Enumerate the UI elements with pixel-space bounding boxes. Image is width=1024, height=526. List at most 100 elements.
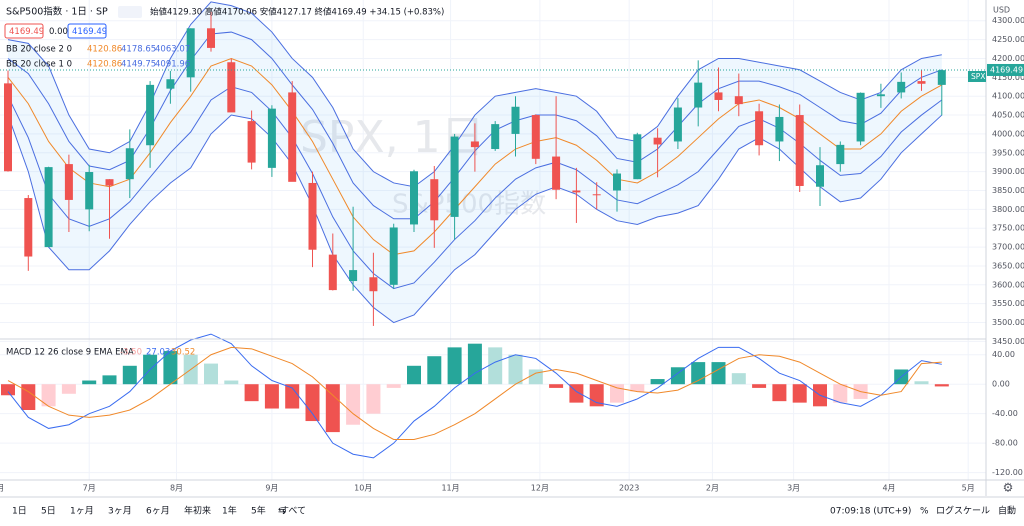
buy-box[interactable] [67,23,107,39]
candle-body [491,124,500,150]
y-tick-label: 3550.00 [992,299,1024,308]
y-tick-label: 3750.00 [992,224,1024,233]
candle-body [207,28,215,48]
symbol[interactable]: S&P500指数 · 1日 · SP [6,6,108,18]
range-button[interactable]: 1年 [222,505,237,517]
y-tick-label: 4050.00 [992,111,1024,120]
y-tick-label: 4100.00 [992,92,1024,101]
last-price-tag [987,63,1024,76]
settings-icon[interactable]: ⚙ [1003,481,1014,495]
candle-body [349,270,358,282]
range-button[interactable]: 3ヶ月 [108,506,132,517]
macd-histogram [731,373,746,385]
log-toggle[interactable]: ログスケール [936,505,990,517]
range-button[interactable]: 5日 [41,506,56,517]
candle-body [775,116,784,142]
y-tick-label: -80.00 [992,439,1018,448]
candle-body [369,277,378,292]
x-tick-label: 8月 [170,484,183,493]
macd-histogram [325,384,340,433]
range-button[interactable]: すべて [280,506,306,517]
x-tick-label: 3月 [787,484,800,493]
toolbar: 1日 5日 1ヶ月 3ヶ月 6ヶ月 年初来 1年 5年 すべて [12,505,306,517]
range-button[interactable]: 6ヶ月 [146,506,170,517]
macd-histogram [670,367,685,385]
macd-histogram [285,384,300,409]
candle-body [430,179,439,221]
range-button[interactable]: 年初来 [184,505,211,517]
candle-body [673,107,682,142]
auto-toggle[interactable]: 自動 [998,505,1016,517]
sell-box[interactable] [4,23,44,39]
candle-body [755,111,764,146]
macd-histogram [650,379,665,385]
macd-histogram [427,356,442,385]
y-tick-label: 4300.00 [992,16,1024,25]
candle-body [531,115,540,159]
candle-body [328,254,337,291]
candle-body [450,136,459,217]
bollinger-band [7,86,943,290]
x-tick-label: 4月 [882,484,895,493]
candle-body [247,121,256,163]
range-button[interactable]: 5年 [251,505,266,517]
indicator-label: BB 20 close 2 0 [6,45,72,55]
spread: 0.00 [49,27,68,37]
indicator-value: 4149.75 [121,60,156,70]
candle-body [410,171,418,225]
bollinger-band [7,1,942,188]
candle-body [186,28,195,78]
range-button[interactable]: 1ヶ月 [70,506,94,517]
macd-histogram [447,347,462,385]
candle-body [511,106,520,134]
candle-body [633,134,642,180]
macd-histogram [244,384,259,402]
macd-histogram [914,381,929,385]
macd-histogram [41,384,56,407]
macd-histogram [204,363,218,385]
y-tick-label: 3450.00 [992,337,1024,346]
sell-price[interactable]: 4169.49 [9,27,44,37]
percent-toggle[interactable]: % [920,507,929,517]
y-tick-label: -120.00 [992,468,1023,477]
y-tick-label: 3600.00 [992,280,1024,289]
button[interactable] [118,6,142,18]
candle-body [876,94,885,97]
x-tick-label: 7月 [83,484,96,493]
candle-body [389,227,398,285]
symbol-tag [968,71,986,82]
y-tick-label: 3650.00 [992,261,1024,270]
x-tick-label: 11月 [441,484,459,493]
last-price: 4169.49 [990,65,1023,74]
y-tick-label: 3800.00 [992,205,1024,214]
macd-histogram [934,384,949,387]
macd-histogram [61,384,76,394]
macd-histogram [488,347,503,385]
y-tick-label: 4200.00 [992,54,1024,63]
date-range-icon[interactable]: ⇆ [278,507,286,517]
candle-body [64,164,73,200]
macd-histogram [122,365,137,385]
x-tick-label: 10月 [354,484,372,493]
y-tick-label: 0.00 [992,380,1010,389]
indicator-value: 4120.86 [87,45,122,55]
candle-body [470,141,479,148]
range-button[interactable]: 1日 [12,506,27,517]
macd-histogram [1,384,15,396]
x-tick-label: 12月 [531,484,549,493]
macd-histogram [407,365,421,385]
candle-body [267,108,276,168]
indicator-label: MACD 12 26 close 9 EMA EMA [6,348,134,358]
macd-histogram [528,369,543,385]
candle-body [795,115,804,186]
candle-body [125,148,134,180]
x-tick-label: 2月 [706,484,719,493]
macd-histogram [21,384,36,410]
signal-line [7,346,942,440]
macd-histogram [630,384,645,392]
macd-histogram [163,351,178,385]
macd-histogram [82,380,97,385]
candle-body [227,62,236,113]
buy-price[interactable]: 4169.49 [72,27,107,37]
